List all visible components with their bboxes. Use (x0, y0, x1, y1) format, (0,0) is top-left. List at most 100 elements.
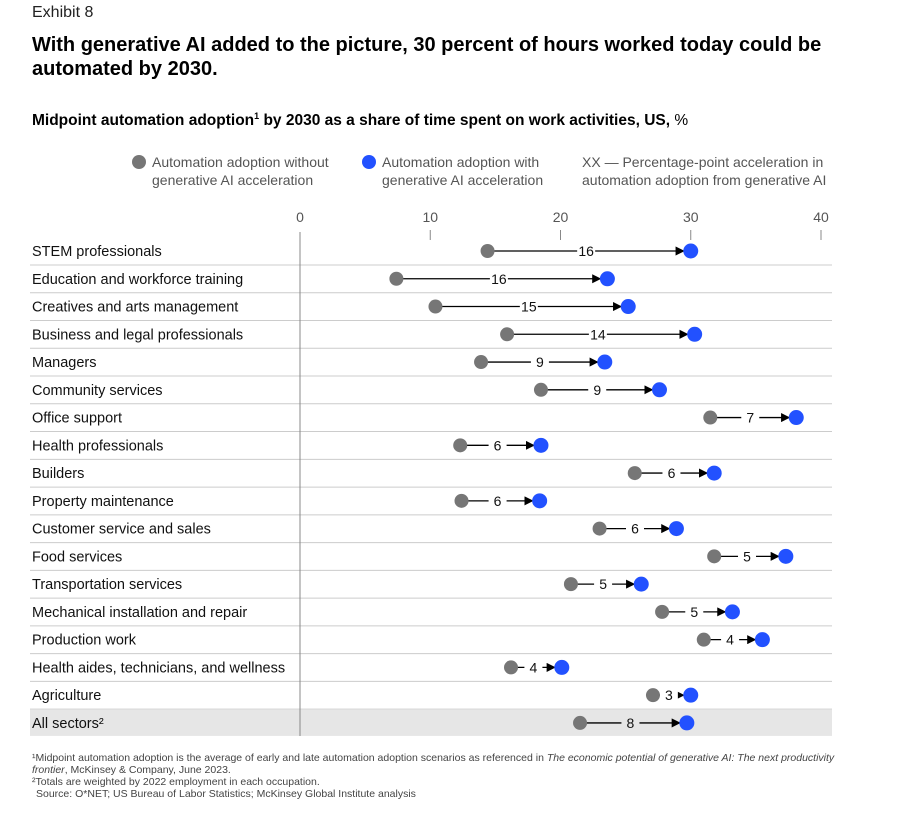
with-genai-dot (597, 354, 613, 370)
with-genai-dot (620, 299, 636, 315)
delta-label-bg (524, 659, 543, 676)
without-genai-dot (592, 521, 607, 536)
with-genai-dot (778, 548, 794, 564)
without-genai-dot (703, 410, 718, 425)
x-tick-label: 20 (553, 209, 569, 225)
chart-subtitle: Midpoint automation adoption1 by 2030 as… (32, 111, 688, 130)
delta-label-bg (662, 465, 681, 482)
subtitle-main: Midpoint automation adoption (32, 112, 255, 130)
with-genai-dot (683, 687, 699, 703)
delta-label: 14 (590, 326, 606, 342)
without-genai-dot (453, 438, 468, 453)
without-genai-dot (454, 493, 469, 508)
without-genai-dot (655, 604, 670, 619)
with-genai-dot (599, 271, 615, 287)
without-genai-dot (696, 632, 711, 647)
category-label: Property maintenance (32, 494, 174, 510)
subtitle-rest: by 2030 as a share of time spent on work… (259, 112, 671, 130)
delta-label-bg (577, 243, 596, 259)
delta-label-bg (625, 520, 644, 537)
subtitle-unit: % (670, 112, 689, 130)
delta-label: 6 (494, 493, 502, 509)
category-label: Food services (32, 549, 122, 565)
without-genai-dot (707, 549, 722, 564)
without-genai-dot (389, 271, 404, 286)
without-genai-dot (504, 660, 519, 675)
with-genai-dot (687, 326, 703, 342)
legend-with: Automation adoption with generative AI a… (362, 153, 552, 189)
delta-label: 6 (668, 465, 676, 481)
delta-label-bg (489, 270, 508, 287)
blue-dot-icon (362, 155, 376, 169)
delta-label-bg (594, 576, 613, 593)
delta-label-bg (519, 298, 538, 315)
delta-label: 16 (491, 271, 507, 287)
without-genai-dot (533, 382, 548, 397)
legend-without: Automation adoption without generative A… (132, 153, 342, 189)
category-label: Customer service and sales (32, 522, 211, 538)
delta-label: 5 (690, 604, 698, 620)
without-genai-dot (573, 715, 588, 730)
legend-with-label: Automation adoption with generative AI a… (382, 154, 544, 188)
footnote-2: ²Totals are weighted by 2022 employment … (32, 776, 320, 788)
delta-label-bg (588, 326, 607, 343)
footnote-1: ¹Midpoint automation adoption is the ave… (32, 752, 862, 776)
delta-label: 5 (743, 548, 751, 564)
legend-xx: XX — Percentage-point acceleration in au… (562, 153, 837, 189)
with-genai-dot (554, 659, 570, 675)
delta-label: 8 (627, 715, 635, 731)
with-genai-dot (788, 410, 804, 426)
x-tick-label: 30 (683, 209, 699, 225)
footnote-1-text: ¹Midpoint automation adoption is the ave… (32, 752, 547, 764)
with-genai-dot (668, 521, 684, 537)
delta-label: 4 (726, 632, 734, 648)
with-genai-dot (724, 604, 740, 620)
x-tick-label: 40 (813, 209, 829, 225)
category-label: Health professionals (32, 438, 163, 454)
category-label: All sectors² (32, 716, 104, 732)
delta-label-bg (588, 381, 607, 398)
delta-label: 7 (746, 410, 754, 426)
category-label: Education and workforce training (32, 272, 243, 288)
with-genai-dot (679, 715, 695, 731)
delta-label-bg (659, 687, 678, 704)
category-label: Transportation services (32, 577, 182, 593)
delta-label-bg (488, 437, 507, 454)
category-label: Production work (32, 633, 137, 649)
delta-label-bg (488, 492, 507, 509)
legend-xx-label: XX — Percentage-point acceleration in au… (582, 154, 827, 188)
gray-dot-icon (132, 155, 146, 169)
footnotes: ¹Midpoint automation adoption is the ave… (32, 752, 862, 800)
without-genai-dot (645, 688, 660, 703)
delta-label: 15 (521, 299, 537, 315)
category-label: Managers (32, 355, 96, 371)
legend-without-label: Automation adoption without generative A… (152, 154, 329, 188)
with-genai-dot (532, 493, 548, 509)
delta-label: 3 (665, 687, 673, 703)
delta-label-bg (530, 354, 549, 371)
delta-label-bg (741, 409, 760, 426)
exhibit-label: Exhibit 8 (32, 4, 94, 21)
delta-label-bg (721, 631, 740, 648)
x-tick-label: 0 (296, 209, 304, 225)
delta-label: 6 (631, 521, 639, 537)
category-label: Agriculture (32, 688, 101, 704)
without-genai-dot (500, 327, 515, 342)
delta-label-bg (685, 603, 704, 620)
with-genai-dot (706, 465, 722, 481)
without-genai-dot (627, 466, 642, 481)
chart-title: With generative AI added to the picture,… (32, 34, 822, 80)
delta-label: 5 (599, 576, 607, 592)
with-genai-dot (683, 243, 699, 259)
delta-label: 16 (578, 243, 594, 259)
category-label: Business and legal professionals (32, 327, 243, 343)
delta-label: 4 (530, 659, 538, 675)
highlight-row-bg (30, 709, 832, 736)
delta-label-bg (738, 548, 757, 565)
x-tick-label: 10 (422, 209, 438, 225)
source-note: Source: O*NET; US Bureau of Labor Statis… (36, 788, 416, 800)
category-label: Office support (32, 411, 122, 427)
footnote-1-citation: , McKinsey & Company, June 2023. (64, 764, 231, 776)
